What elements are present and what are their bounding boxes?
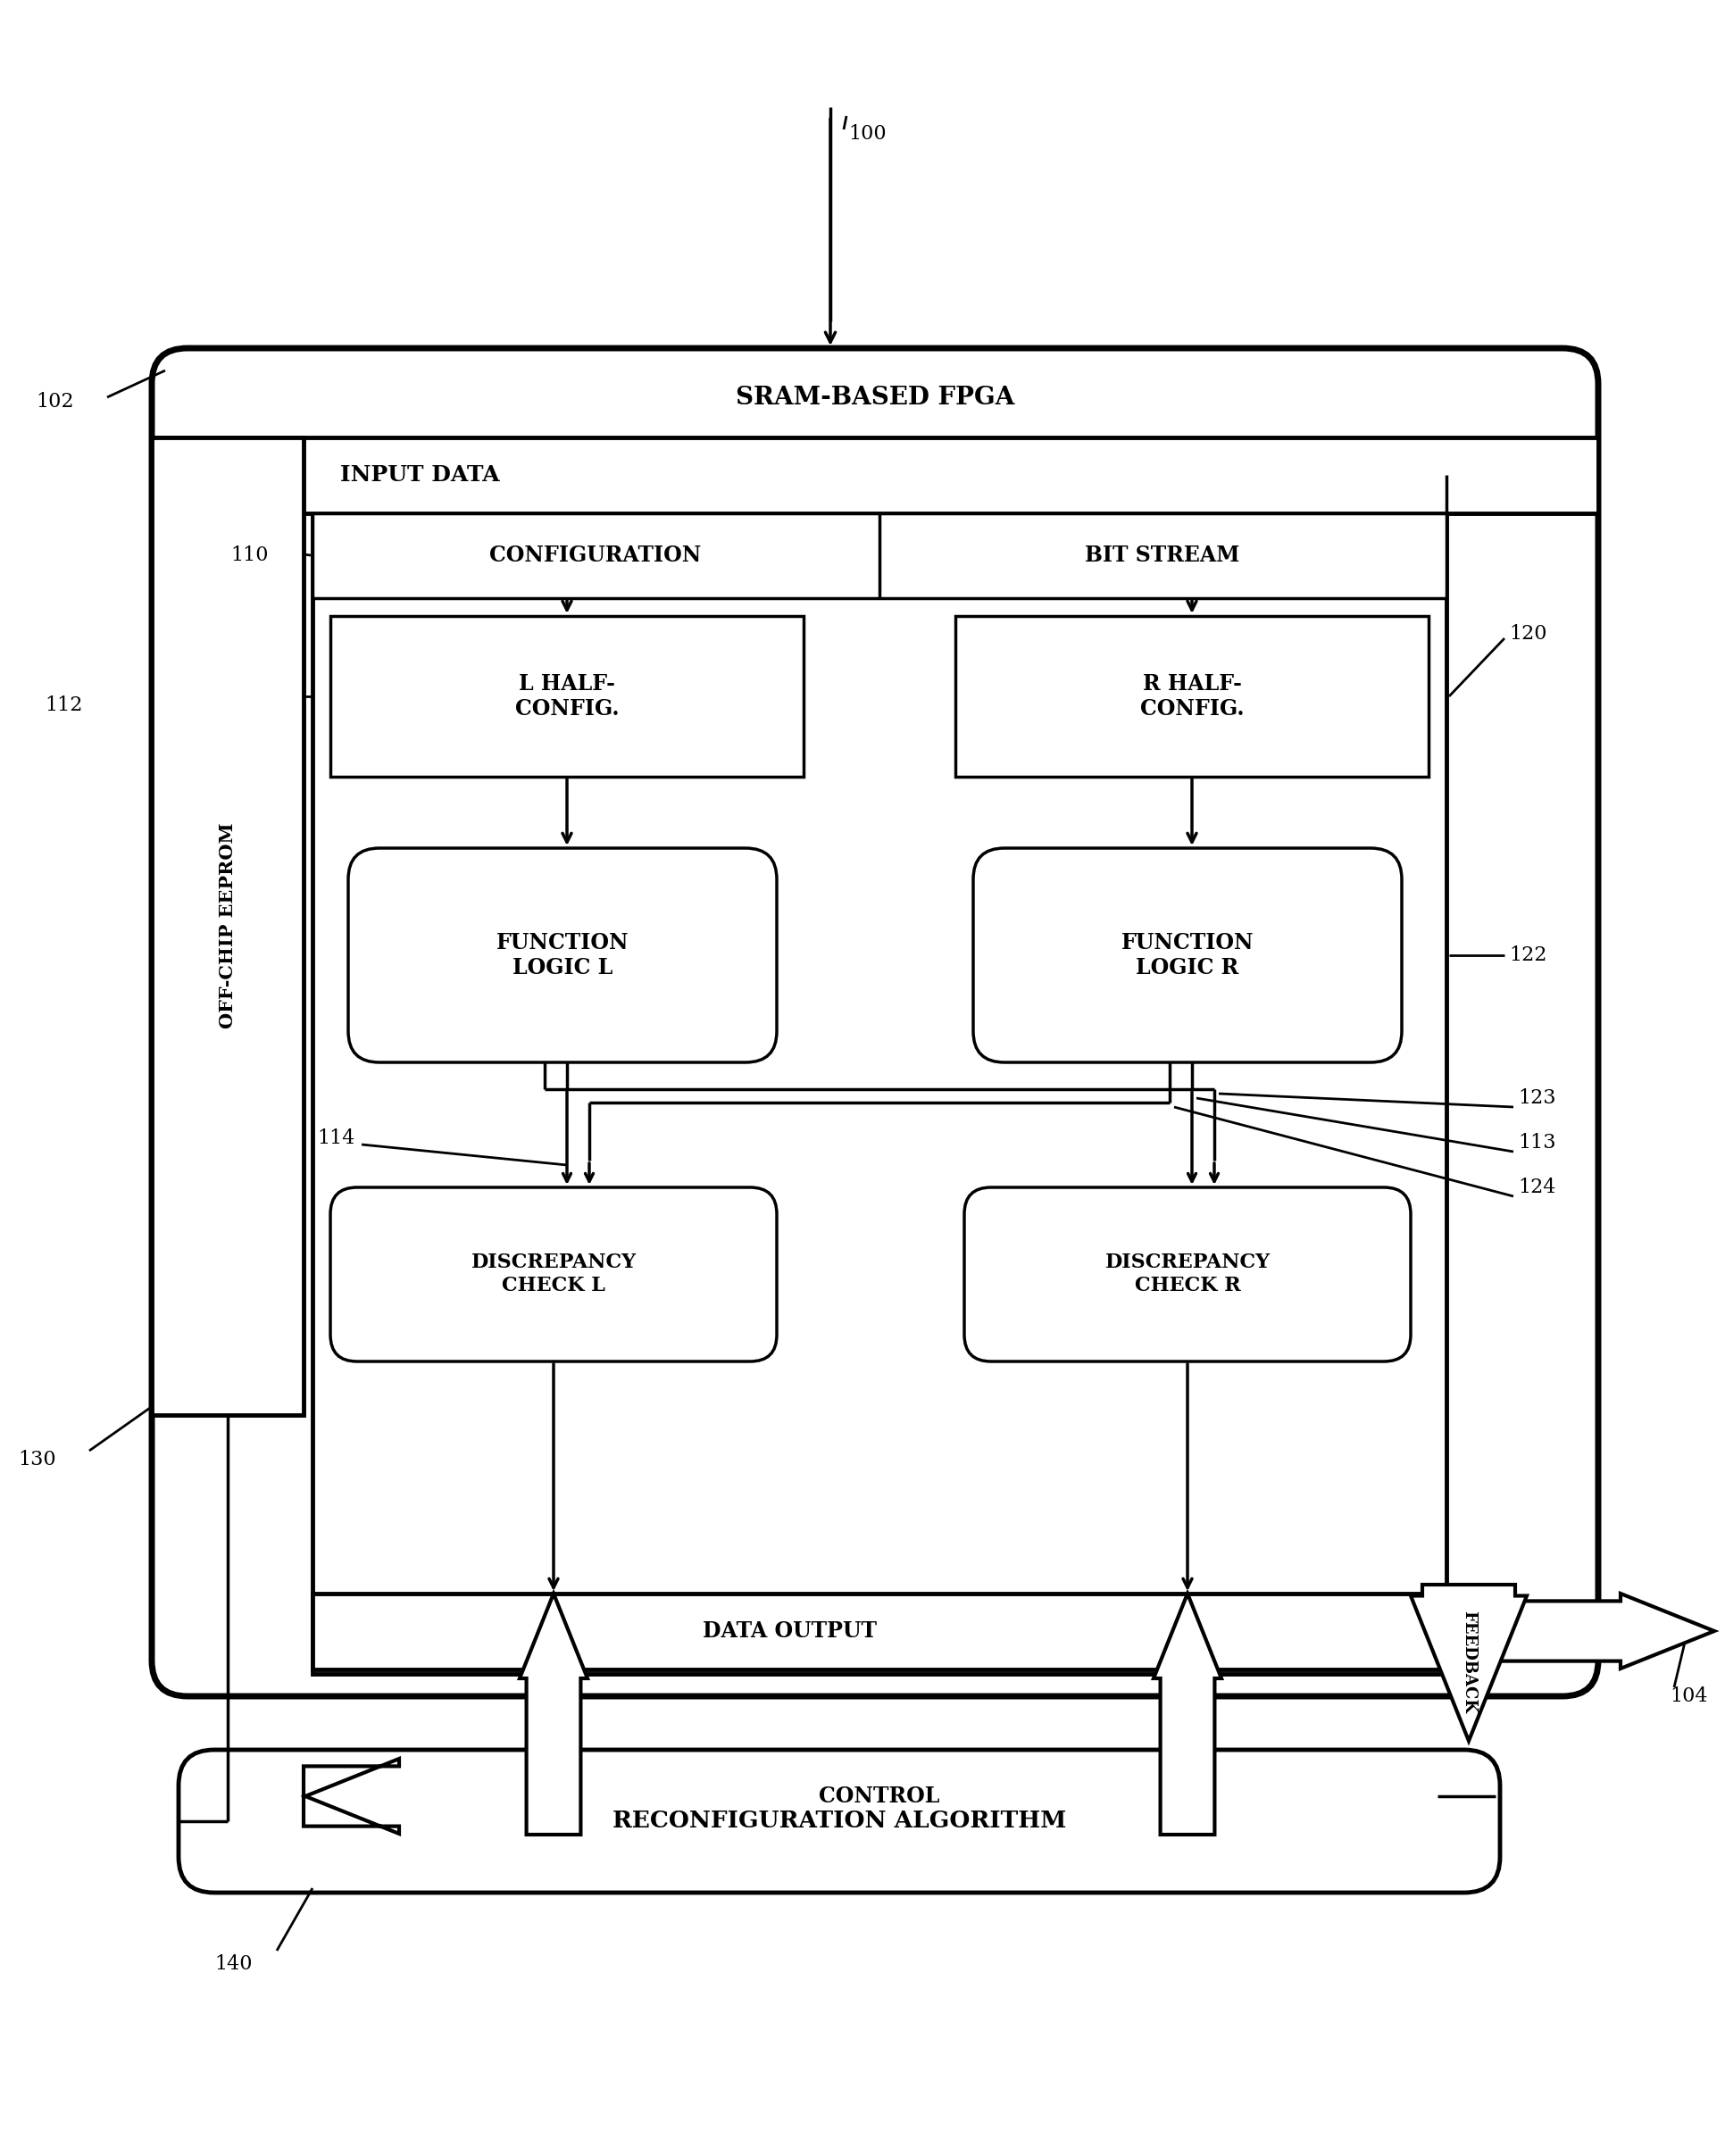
FancyBboxPatch shape xyxy=(973,847,1401,1063)
Text: 102: 102 xyxy=(36,392,74,412)
Text: FUNCTION
LOGIC L: FUNCTION LOGIC L xyxy=(495,931,628,979)
Text: R HALF-
CONFIG.: R HALF- CONFIG. xyxy=(1140,673,1244,720)
FancyBboxPatch shape xyxy=(178,1751,1499,1893)
Text: INPUT DATA: INPUT DATA xyxy=(340,464,499,485)
Polygon shape xyxy=(1409,1585,1527,1740)
FancyBboxPatch shape xyxy=(348,847,776,1063)
Bar xyxy=(152,438,1597,513)
Text: FEEDBACK: FEEDBACK xyxy=(1459,1611,1477,1714)
Text: 113: 113 xyxy=(1516,1132,1554,1153)
Bar xyxy=(312,513,1446,1673)
Bar xyxy=(956,617,1428,776)
Polygon shape xyxy=(1152,1593,1221,1835)
Text: 140: 140 xyxy=(214,1953,252,1975)
Text: 112: 112 xyxy=(45,696,83,716)
Text: CONFIGURATION: CONFIGURATION xyxy=(490,545,700,567)
Text: SRAM-BASED FPGA: SRAM-BASED FPGA xyxy=(735,386,1014,410)
Polygon shape xyxy=(304,1759,398,1835)
Text: 122: 122 xyxy=(1508,946,1546,966)
Text: 123: 123 xyxy=(1516,1089,1554,1108)
Text: 124: 124 xyxy=(1516,1177,1554,1197)
Text: OFF-CHIP EEPROM: OFF-CHIP EEPROM xyxy=(219,824,236,1028)
Text: DISCREPANCY
CHECK L: DISCREPANCY CHECK L xyxy=(471,1253,637,1296)
Text: 120: 120 xyxy=(1508,623,1546,645)
Polygon shape xyxy=(1437,1593,1713,1669)
Bar xyxy=(152,438,304,1414)
Text: RECONFIGURATION ALGORITHM: RECONFIGURATION ALGORITHM xyxy=(612,1811,1066,1833)
Text: FUNCTION
LOGIC R: FUNCTION LOGIC R xyxy=(1121,931,1252,979)
Text: DISCREPANCY
CHECK R: DISCREPANCY CHECK R xyxy=(1104,1253,1270,1296)
Bar xyxy=(329,617,804,776)
Text: 130: 130 xyxy=(17,1449,55,1470)
Text: 110: 110 xyxy=(229,545,267,565)
Text: 100: 100 xyxy=(847,125,887,144)
Text: L HALF-
CONFIG.: L HALF- CONFIG. xyxy=(514,673,619,720)
Text: 114: 114 xyxy=(317,1128,355,1149)
Text: BIT STREAM: BIT STREAM xyxy=(1085,545,1239,567)
FancyBboxPatch shape xyxy=(329,1188,776,1360)
Text: CONTROL: CONTROL xyxy=(819,1785,940,1807)
Bar xyxy=(312,513,1446,597)
FancyBboxPatch shape xyxy=(152,347,1597,1697)
FancyBboxPatch shape xyxy=(964,1188,1409,1360)
Text: DATA OUTPUT: DATA OUTPUT xyxy=(702,1621,876,1641)
Bar xyxy=(312,1593,1446,1669)
Text: 104: 104 xyxy=(1668,1686,1706,1705)
Polygon shape xyxy=(519,1593,586,1835)
